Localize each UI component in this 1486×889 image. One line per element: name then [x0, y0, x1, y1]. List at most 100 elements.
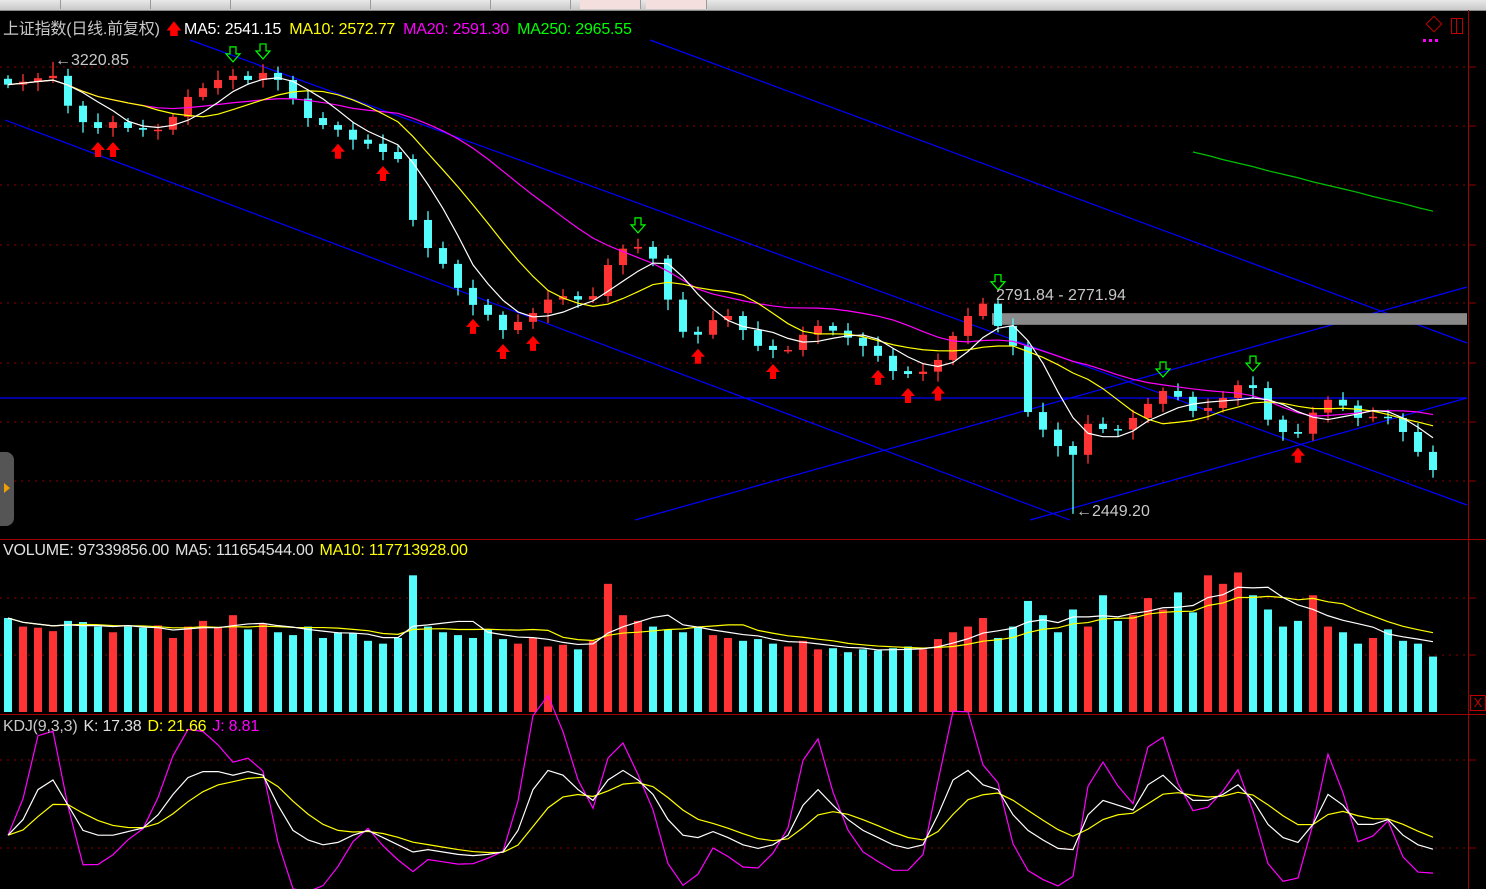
candle-body [739, 316, 747, 331]
candle-body [1159, 390, 1167, 404]
buy-signal-icon [526, 335, 540, 351]
range-band[interactable] [992, 313, 1467, 325]
candle-body [1249, 385, 1257, 389]
candle-body [49, 75, 57, 79]
volume-bar [799, 640, 807, 712]
trendline-upper-channel[interactable] [649, 39, 1468, 344]
candle-body [1009, 325, 1017, 346]
candle-body [544, 299, 552, 314]
close-icon[interactable]: X [1470, 695, 1486, 711]
candle-body [1114, 429, 1122, 431]
window-icon[interactable] [1451, 18, 1463, 34]
buy-signal-icon [376, 165, 390, 181]
candle-body [1384, 416, 1392, 419]
legend-kdj: KDJ(9,3,3) [3, 718, 78, 735]
toolbar-tab[interactable] [60, 0, 151, 9]
high-value: 3220.85 [71, 51, 129, 69]
side-panel-toggle[interactable] [0, 452, 14, 526]
toolbar-tab[interactable] [490, 0, 571, 9]
trendline-rising-lower[interactable] [1029, 397, 1468, 521]
main-legend: 上证指数(日线.前复权) 🡅 MA5: 2541.15 MA10: 2572.77 MA… [3, 15, 640, 45]
high-price-label: ←3220.85 [55, 52, 129, 70]
volume-bar [1114, 620, 1122, 712]
volume-bar [274, 632, 282, 712]
volume-bar [514, 643, 522, 712]
volume-bar [289, 635, 297, 712]
candle-body [934, 359, 942, 372]
candle-body [364, 139, 372, 144]
toolbar-tab[interactable] [370, 0, 491, 9]
volume-bar [454, 635, 462, 712]
trendline-lower-channel[interactable] [4, 119, 1071, 521]
candle-body [139, 127, 147, 130]
sell-signal-icon [254, 43, 272, 60]
buy-signal-icon [901, 387, 915, 403]
volume-bar [529, 637, 537, 712]
toolbar-tab[interactable] [150, 0, 231, 9]
volume-bar [19, 626, 27, 712]
legend-d: D: 21.66 [147, 718, 207, 735]
candle-body [664, 258, 672, 300]
volume-bar [709, 635, 717, 712]
candle-body [904, 371, 912, 374]
up-arrow-icon: 🡅 [165, 21, 182, 38]
sell-signal-icon [989, 274, 1007, 291]
volume-bar [649, 626, 657, 712]
volume-bar [844, 652, 852, 712]
volume-bar [1399, 640, 1407, 712]
candle-body [1084, 423, 1092, 455]
volume-bar [1294, 620, 1302, 712]
volume-bar [304, 626, 312, 712]
chart-title: 上证指数(日线.前复权) [3, 21, 160, 38]
candle-body [874, 345, 882, 356]
toolbar-tab[interactable] [646, 0, 707, 9]
candle-body [499, 314, 507, 331]
trendlines[interactable] [0, 39, 1468, 521]
toolbar-tab[interactable] [230, 0, 371, 9]
volume-bar [469, 637, 477, 712]
candle-body [769, 345, 777, 350]
volume-bar [319, 637, 327, 712]
volume-bar [874, 650, 882, 712]
volume-bar [1264, 609, 1272, 712]
candle-body [1279, 419, 1287, 432]
candle-body [4, 78, 12, 85]
candle-body [274, 72, 282, 80]
volume-bar [244, 629, 252, 712]
volume-bar [124, 626, 132, 712]
ma5-line [7, 77, 1434, 439]
buy-signal-icon [871, 369, 885, 385]
candle-body [679, 299, 687, 332]
volume-bar [1159, 609, 1167, 712]
volume-bar [79, 622, 87, 712]
volume-bar [1189, 612, 1197, 712]
volume-bar [859, 649, 867, 712]
candle-body [124, 122, 132, 128]
volume-bar [889, 648, 897, 712]
candle-body [919, 371, 927, 374]
candle-body [784, 349, 792, 352]
volume-bar [619, 615, 627, 712]
candle-body [1324, 399, 1332, 413]
volume-bar [1429, 656, 1437, 712]
more-icon[interactable] [1423, 39, 1441, 42]
candle-body [1369, 416, 1377, 419]
candle-body [724, 316, 732, 321]
signals [91, 43, 1305, 463]
candle-body [1354, 405, 1362, 418]
volume-bar [949, 632, 957, 712]
volume-bar [1339, 632, 1347, 712]
toolbar-tab[interactable] [0, 0, 61, 9]
volume-bar [364, 640, 372, 712]
volume-bars [4, 572, 1437, 712]
toolbar-tab[interactable] [580, 0, 641, 9]
candle-body [604, 265, 612, 297]
sell-signal-icon [1244, 355, 1262, 373]
legend-ma250: MA250: 2965.55 [517, 21, 632, 38]
trendline-rising[interactable] [634, 286, 1468, 521]
volume-bar [1324, 626, 1332, 712]
candle-body [1204, 407, 1212, 411]
trendline-middle-channel[interactable] [189, 39, 1468, 506]
buy-signal-icon [1291, 447, 1305, 463]
